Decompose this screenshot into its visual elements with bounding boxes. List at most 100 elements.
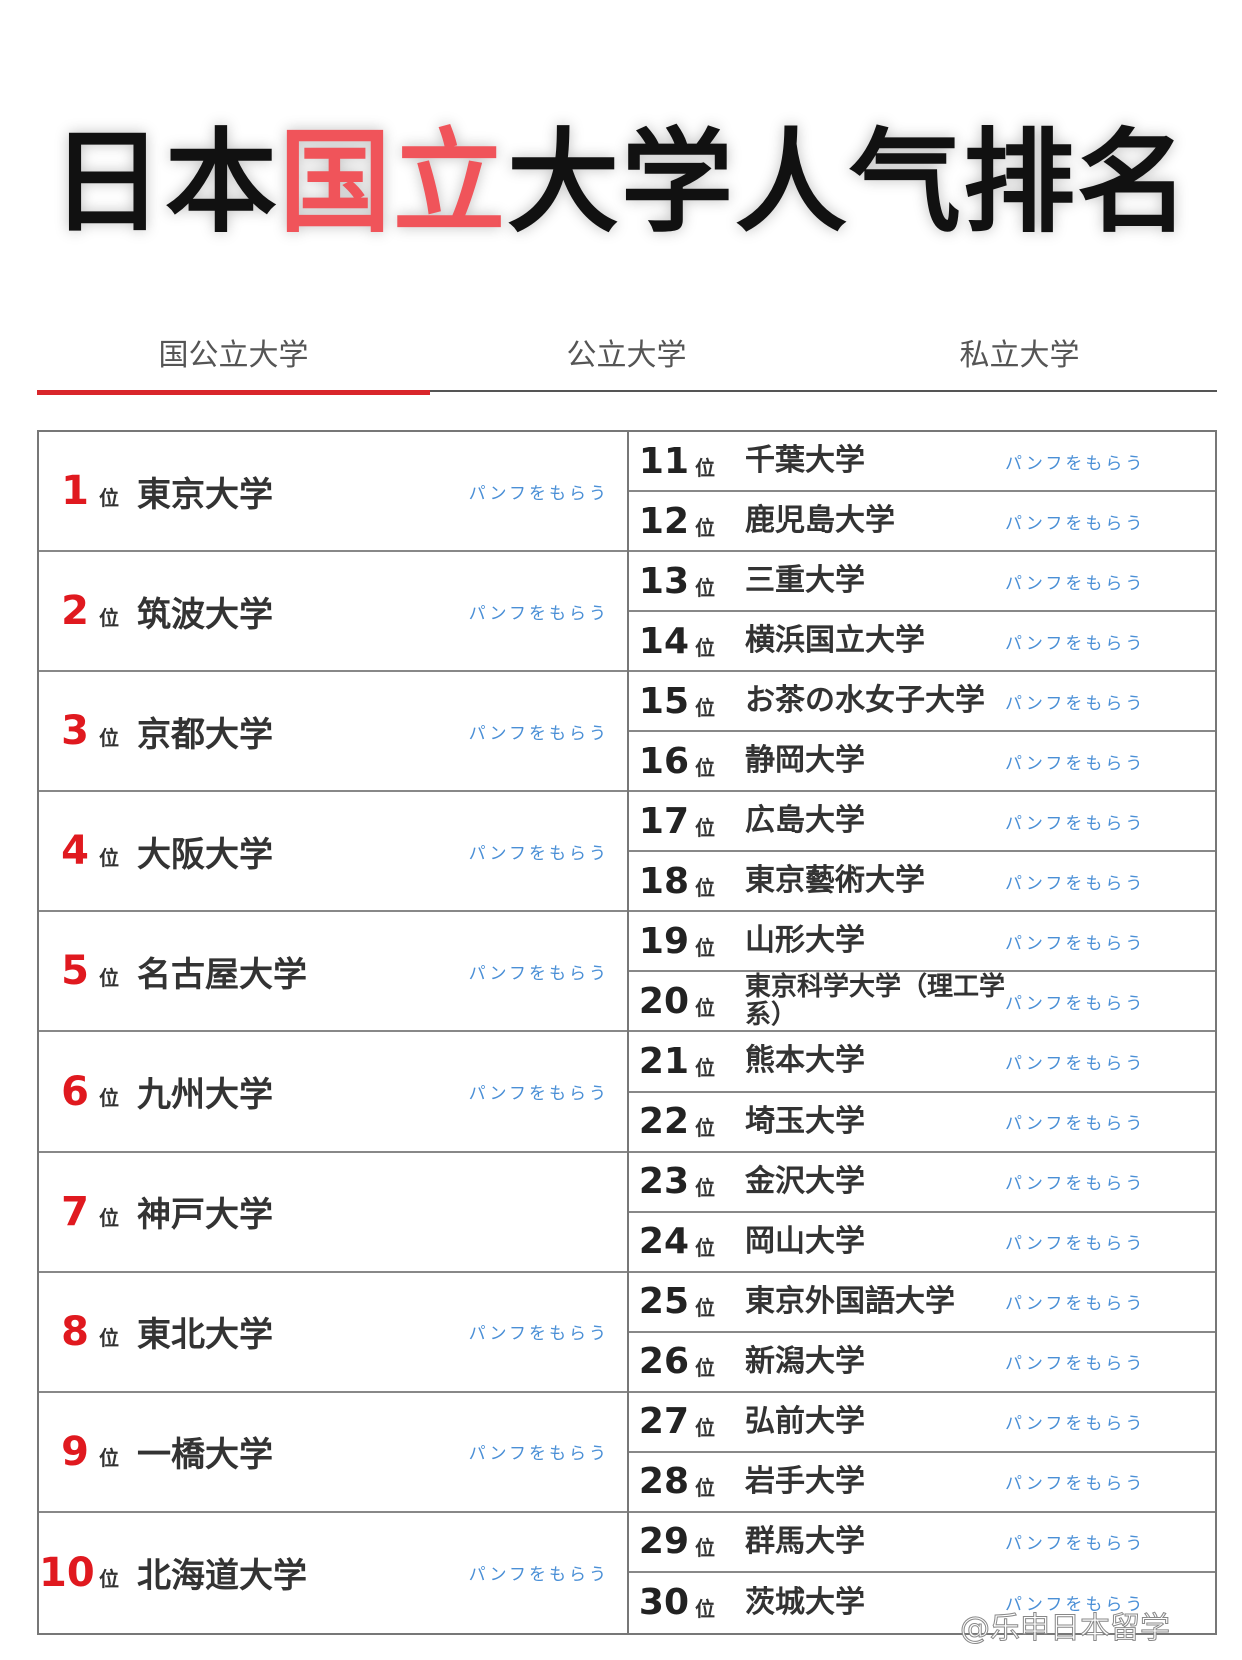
university-name[interactable]: 東京藝術大学 [745,863,925,899]
rank-suffix: 位 [695,1296,715,1321]
tab-national-public[interactable]: 国公立大学 [37,330,430,395]
pamphlet-link[interactable]: パンフをもらう [1005,693,1146,714]
rank-number: 10 [39,1549,95,1596]
pamphlet-link[interactable]: パンフをもらう [1005,1114,1146,1135]
university-name[interactable]: 東京外国語大学 [745,1283,955,1319]
rank-number: 3 [61,708,89,755]
ranking-row: 23 位 金沢大学 パンフをもらう [629,1153,1215,1213]
university-name[interactable]: 茨城大学 [745,1584,865,1620]
university-name[interactable]: 熊本大学 [745,1043,865,1079]
pamphlet-link[interactable]: パンフをもらう [1005,1294,1146,1315]
rank-suffix: 位 [695,875,715,900]
pamphlet-link[interactable]: パンフをもらう [1005,1354,1146,1375]
rank-suffix: 位 [695,935,715,960]
rank-number: 25 [638,1281,689,1323]
university-name[interactable]: 三重大学 [745,563,865,599]
university-name[interactable]: 大阪大学 [137,834,273,875]
pamphlet-link[interactable]: パンフをもらう [1005,453,1146,474]
page-title: 日本国立大学人气排名 [0,92,1242,254]
pamphlet-link[interactable]: パンフをもらう [1005,633,1146,654]
pamphlet-link[interactable]: パンフをもらう [1005,873,1146,894]
ranking-row: 20 位 東京科学大学（理工学系） パンフをもらう [629,972,1215,1033]
university-name[interactable]: 神戸大学 [137,1195,273,1236]
pamphlet-link[interactable]: パンフをもらう [468,603,609,624]
pamphlet-link[interactable]: パンフをもらう [1005,1234,1146,1255]
ranking-row: 15 位 お茶の水女子大学 パンフをもらう [629,672,1215,733]
university-name[interactable]: 一橋大学 [137,1435,273,1476]
pamphlet-link[interactable]: パンフをもらう [1005,1534,1146,1555]
university-name[interactable]: 東北大学 [137,1315,273,1356]
pamphlet-link[interactable]: パンフをもらう [1005,1053,1146,1074]
rank-number: 9 [61,1428,89,1475]
pamphlet-link[interactable]: パンフをもらう [468,1565,609,1586]
pamphlet-link[interactable]: パンフをもらう [468,1084,609,1105]
pamphlet-link[interactable]: パンフをもらう [1005,753,1146,774]
watermark: @乐申日本留学 [960,1611,1171,1647]
university-name[interactable]: 東京科学大学（理工学系） [745,972,1006,1031]
title-part: 大学人气排名 [507,118,1191,248]
rank-suffix: 位 [99,1567,119,1592]
pamphlet-link[interactable]: パンフをもらう [468,483,609,504]
university-name[interactable]: 埼玉大学 [745,1103,865,1139]
pamphlet-link[interactable]: パンフをもらう [1005,993,1146,1014]
tab-private[interactable]: 私立大学 [959,338,1080,373]
tab-public[interactable]: 公立大学 [566,338,687,373]
rank-number: 1 [61,468,89,515]
rank-suffix: 位 [695,635,715,660]
ranking-row: 1 位東京大学 パンフをもらう [39,432,627,553]
ranking-row: 25 位 東京外国語大学 パンフをもらう [629,1273,1215,1333]
university-name[interactable]: 京都大学 [137,714,273,755]
pamphlet-link[interactable]: パンフをもらう [1005,933,1146,954]
university-name[interactable]: 群馬大学 [745,1523,865,1559]
rank-number: 20 [638,980,689,1022]
rank-number: 4 [61,828,89,875]
pamphlet-link[interactable]: パンフをもらう [468,723,609,744]
pamphlet-link[interactable]: パンフをもらう [1005,1474,1146,1495]
university-name[interactable]: 金沢大学 [745,1163,865,1199]
university-name[interactable]: 広島大学 [745,803,865,839]
rank-number: 5 [61,948,89,995]
ranking-row: 11 位 千葉大学 パンフをもらう [629,432,1215,493]
ranking-row: 10 位北海道大学 パンフをもらう [39,1513,627,1633]
pamphlet-link[interactable]: パンフをもらう [468,963,609,984]
university-name[interactable]: 岩手大学 [745,1463,865,1499]
university-name[interactable]: 山形大学 [745,923,865,959]
rank-suffix: 位 [695,1176,715,1201]
university-name[interactable]: 名古屋大学 [137,954,307,995]
rank-suffix: 位 [695,1116,715,1141]
rank-number: 6 [61,1068,89,1115]
pamphlet-link[interactable]: パンフをもらう [1005,573,1146,594]
pamphlet-link[interactable]: パンフをもらう [468,1324,609,1345]
university-name[interactable]: 鹿児島大学 [745,503,895,539]
rank-number: 26 [638,1341,689,1383]
university-name[interactable]: 北海道大学 [137,1556,307,1597]
rank-suffix: 位 [695,815,715,840]
ranking-row: 18 位 東京藝術大学 パンフをもらう [629,852,1215,913]
university-name[interactable]: 九州大学 [137,1075,273,1116]
pamphlet-link[interactable]: パンフをもらう [1005,1595,1146,1616]
university-name[interactable]: 弘前大学 [745,1403,865,1439]
pamphlet-link[interactable]: パンフをもらう [1005,813,1146,834]
university-name[interactable]: 千葉大学 [745,443,865,479]
university-name[interactable]: 筑波大学 [137,594,273,635]
rank-number: 29 [638,1521,689,1563]
university-name[interactable]: 東京大学 [137,474,273,515]
ranking-row: 30 位 茨城大学 パンフをもらう [629,1573,1215,1633]
university-name[interactable]: 横浜国立大学 [745,623,925,659]
pamphlet-link[interactable]: パンフをもらう [1005,1414,1146,1435]
university-name[interactable]: 岡山大学 [745,1223,865,1259]
rank-suffix: 位 [695,455,715,480]
pamphlet-link[interactable]: パンフをもらう [468,1444,609,1465]
rank-number: 22 [638,1101,689,1143]
title-part: 日本 [51,118,279,248]
ranking-row: 26 位 新潟大学 パンフをもらう [629,1333,1215,1393]
university-name[interactable]: 新潟大学 [745,1343,865,1379]
university-name[interactable]: 静岡大学 [745,743,865,779]
pamphlet-link[interactable]: パンフをもらう [1005,1174,1146,1195]
university-name[interactable]: お茶の水女子大学 [745,683,985,719]
rank-suffix: 位 [695,1356,715,1381]
rank-number: 11 [638,440,689,482]
rank-number: 17 [638,800,689,842]
pamphlet-link[interactable]: パンフをもらう [1005,513,1146,534]
pamphlet-link[interactable]: パンフをもらう [468,843,609,864]
